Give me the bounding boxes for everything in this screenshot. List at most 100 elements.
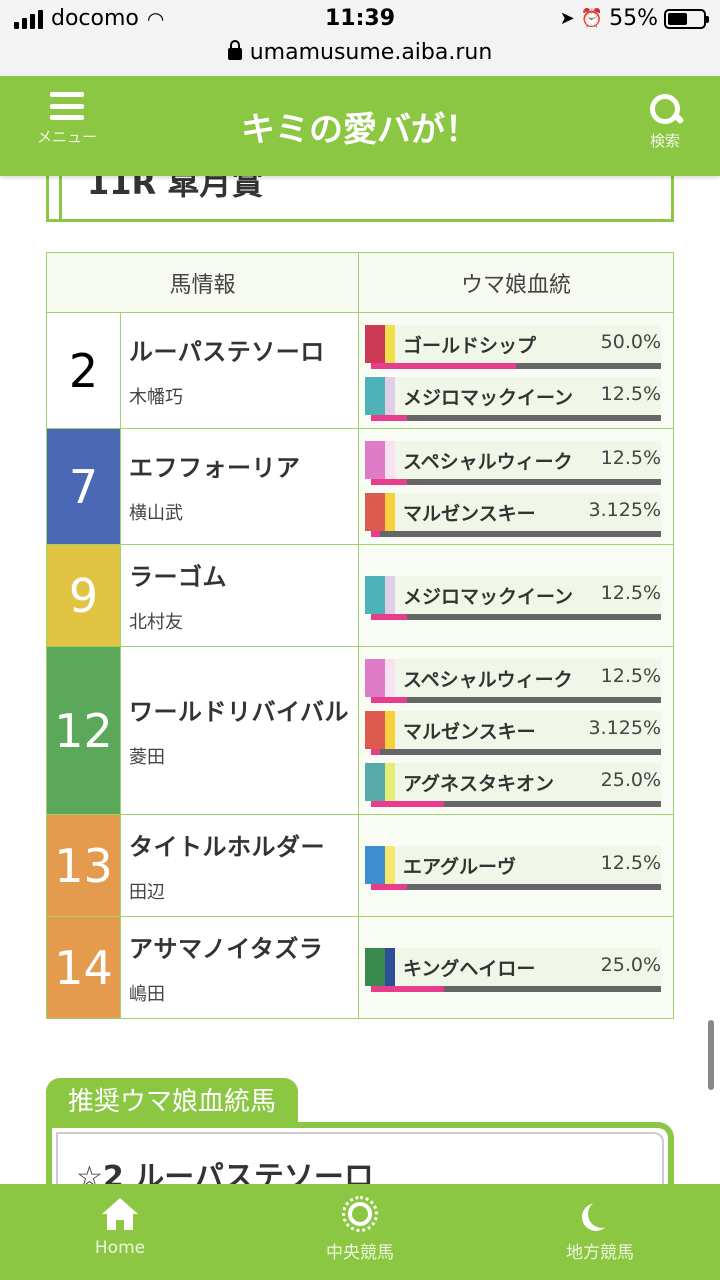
bloodline-percent: 3.125% [588, 498, 661, 521]
carrier-name: docomo [51, 6, 139, 31]
bloodline-bg [395, 376, 661, 415]
jockey-name: 北村友 [129, 612, 183, 633]
site-header: メニュー キミの愛バが！ 検索 [0, 76, 720, 176]
bloodline-name: マルゼンスキー [403, 502, 536, 525]
bloodline-bg [395, 762, 661, 801]
table-row[interactable]: 2 ルーパステソーロ 木幡巧 ゴールドシップ 50.0% メジロマックイーン 12.5% [46, 312, 674, 429]
bloodline-item[interactable]: メジロマックイーン 12.5% [365, 371, 667, 423]
bloodline-color-sub [385, 947, 395, 986]
bloodline-color-main [365, 492, 385, 531]
bloodline-bar-fill [371, 530, 381, 537]
bloodline-bar-fill [371, 883, 408, 890]
bloodline-name: アグネスタキオン [403, 772, 555, 795]
table-row[interactable]: 9 ラーゴム北村友 メジロマックイーン 12.5% [46, 544, 674, 647]
table-row[interactable]: 7 エフフォーリア 横山武 スペシャルウィーク 12.5% マルゼンスキー 3.125% [46, 428, 674, 545]
horse-name[interactable]: ルーパステソーロ [129, 338, 325, 366]
status-bar: docomo ◠ 11:39 ➤ ⏰ 55% [0, 0, 720, 40]
bloodline-color-main [365, 324, 385, 363]
bloodline-item[interactable]: アグネスタキオン 25.0% [365, 757, 667, 809]
bloodline-cell: エアグルーヴ 12.5% [358, 814, 674, 917]
bloodline-color-sub [385, 440, 395, 479]
bloodline-item[interactable]: マルゼンスキー 3.125% [365, 487, 667, 539]
bloodline-bg [395, 947, 661, 986]
horse-info: アサマノイタズラ嶋田 [120, 916, 359, 1019]
bloodline-bar-track [371, 414, 661, 421]
menu-button[interactable]: メニュー [30, 92, 104, 147]
nav-home-label: Home [94, 1238, 146, 1258]
bloodline-item[interactable]: マルゼンスキー 3.125% [365, 705, 667, 757]
bloodline-percent: 12.5% [600, 851, 661, 874]
horse-info: ワールドリバイバル 菱田 [120, 646, 359, 815]
table-row[interactable]: 13 タイトルホルダー 田辺 エアグルーヴ 12.5% [46, 814, 674, 917]
scrollbar[interactable] [708, 1020, 714, 1090]
bloodline-percent: 25.0% [600, 768, 661, 791]
horse-number: 9 [46, 544, 121, 647]
url-text: umamusume.aiba.run [249, 40, 493, 65]
bloodline-item[interactable]: キングヘイロー 25.0% [365, 942, 667, 994]
horse-name[interactable]: ワールドリバイバル [129, 698, 350, 726]
bloodline-item[interactable]: エアグルーヴ 12.5% [365, 840, 667, 892]
bloodline-name: スペシャルウィーク [403, 450, 573, 473]
horse-name[interactable]: アサマノイタズラ [129, 935, 324, 963]
table-row[interactable]: 14 アサマノイタズラ 嶋田 キングヘイロー 25.0% [46, 916, 674, 1019]
hamburger-icon [50, 92, 84, 120]
bloodline-bar-fill [371, 362, 516, 369]
horse-info: エフフォーリア 横山武 [120, 428, 359, 545]
bloodline-color-main [365, 710, 385, 749]
bloodline-cell: メジロマックイーン 12.5% [358, 544, 674, 647]
bloodline-name: メジロマックイーン [403, 386, 574, 409]
bloodline-color-main [365, 376, 385, 415]
recommended-inner [56, 1132, 664, 1202]
bloodline-bar-track [371, 362, 661, 369]
jockey-name: 嶋田 [129, 984, 165, 1005]
bloodline-item[interactable]: スペシャルウィーク 12.5% [365, 653, 667, 705]
clock: 11:39 [324, 6, 396, 31]
bloodline-bg [395, 575, 661, 614]
horse-table: 馬情報 ウマ娘血統 2 ルーパステソーロ 木幡巧 ゴールドシップ 50.0% メジロマック… [46, 252, 674, 1019]
header-horse-info: 馬情報 [46, 252, 359, 313]
bloodline-bg [395, 440, 661, 479]
bloodline-color-main [365, 440, 385, 479]
bloodline-percent: 12.5% [600, 446, 661, 469]
bloodline-bar-fill [371, 748, 381, 755]
bloodline-cell: ゴールドシップ 50.0% メジロマックイーン 12.5% [358, 312, 674, 429]
nav-local[interactable]: 地方競馬 [480, 1184, 720, 1280]
bloodline-bar-track [371, 985, 661, 992]
bloodline-name: ゴールドシップ [403, 334, 537, 357]
bloodline-item[interactable]: メジロマックイーン 12.5% [365, 570, 667, 622]
search-label: 検索 [649, 132, 680, 150]
bloodline-color-main [365, 845, 385, 884]
bloodline-bar-fill [371, 696, 408, 703]
home-icon [100, 1198, 140, 1234]
jockey-name: 木幡巧 [129, 387, 183, 408]
horse-name[interactable]: エフフォーリア [129, 454, 301, 482]
horse-info: タイトルホルダー 田辺 [120, 814, 359, 917]
bloodline-name: キングヘイロー [403, 957, 536, 980]
horse-name[interactable]: タイトルホルダー [129, 833, 325, 861]
bloodline-item[interactable]: スペシャルウィーク 12.5% [365, 435, 667, 487]
bloodline-bg [395, 710, 661, 749]
location-icon: ➤ [559, 8, 575, 29]
url-bar[interactable]: umamusume.aiba.run [0, 40, 720, 76]
bloodline-bar-track [371, 613, 661, 620]
site-title[interactable]: キミの愛バが！ [241, 110, 479, 150]
nav-home[interactable]: Home [0, 1184, 240, 1280]
battery-percent: 55% [609, 6, 658, 31]
alarm-icon: ⏰ [580, 8, 604, 29]
bloodline-item[interactable]: ゴールドシップ 50.0% [365, 319, 667, 371]
bloodline-color-main [365, 658, 385, 697]
nav-central[interactable]: 中央競馬 [240, 1184, 480, 1280]
bloodline-bar-fill [371, 613, 408, 620]
bloodline-percent: 12.5% [600, 664, 661, 687]
bloodline-color-sub [385, 575, 395, 614]
bloodline-cell: スペシャルウィーク 12.5% マルゼンスキー 3.125% アグネスタキオン 25.0% [358, 646, 674, 815]
horse-number: 7 [46, 428, 121, 545]
horse-name[interactable]: ラーゴム [129, 563, 227, 591]
table-row[interactable]: 12 ワールドリバイバル 菱田 スペシャルウィーク 12.5% マルゼンスキー 3.125%… [46, 646, 674, 815]
lock-icon [227, 40, 242, 60]
nav-local-label: 地方競馬 [566, 1243, 634, 1263]
nav-central-label: 中央競馬 [326, 1243, 394, 1263]
search-button[interactable]: 検索 [640, 92, 690, 151]
bloodline-color-sub [385, 658, 395, 697]
bloodline-name: エアグルーヴ [403, 855, 517, 878]
